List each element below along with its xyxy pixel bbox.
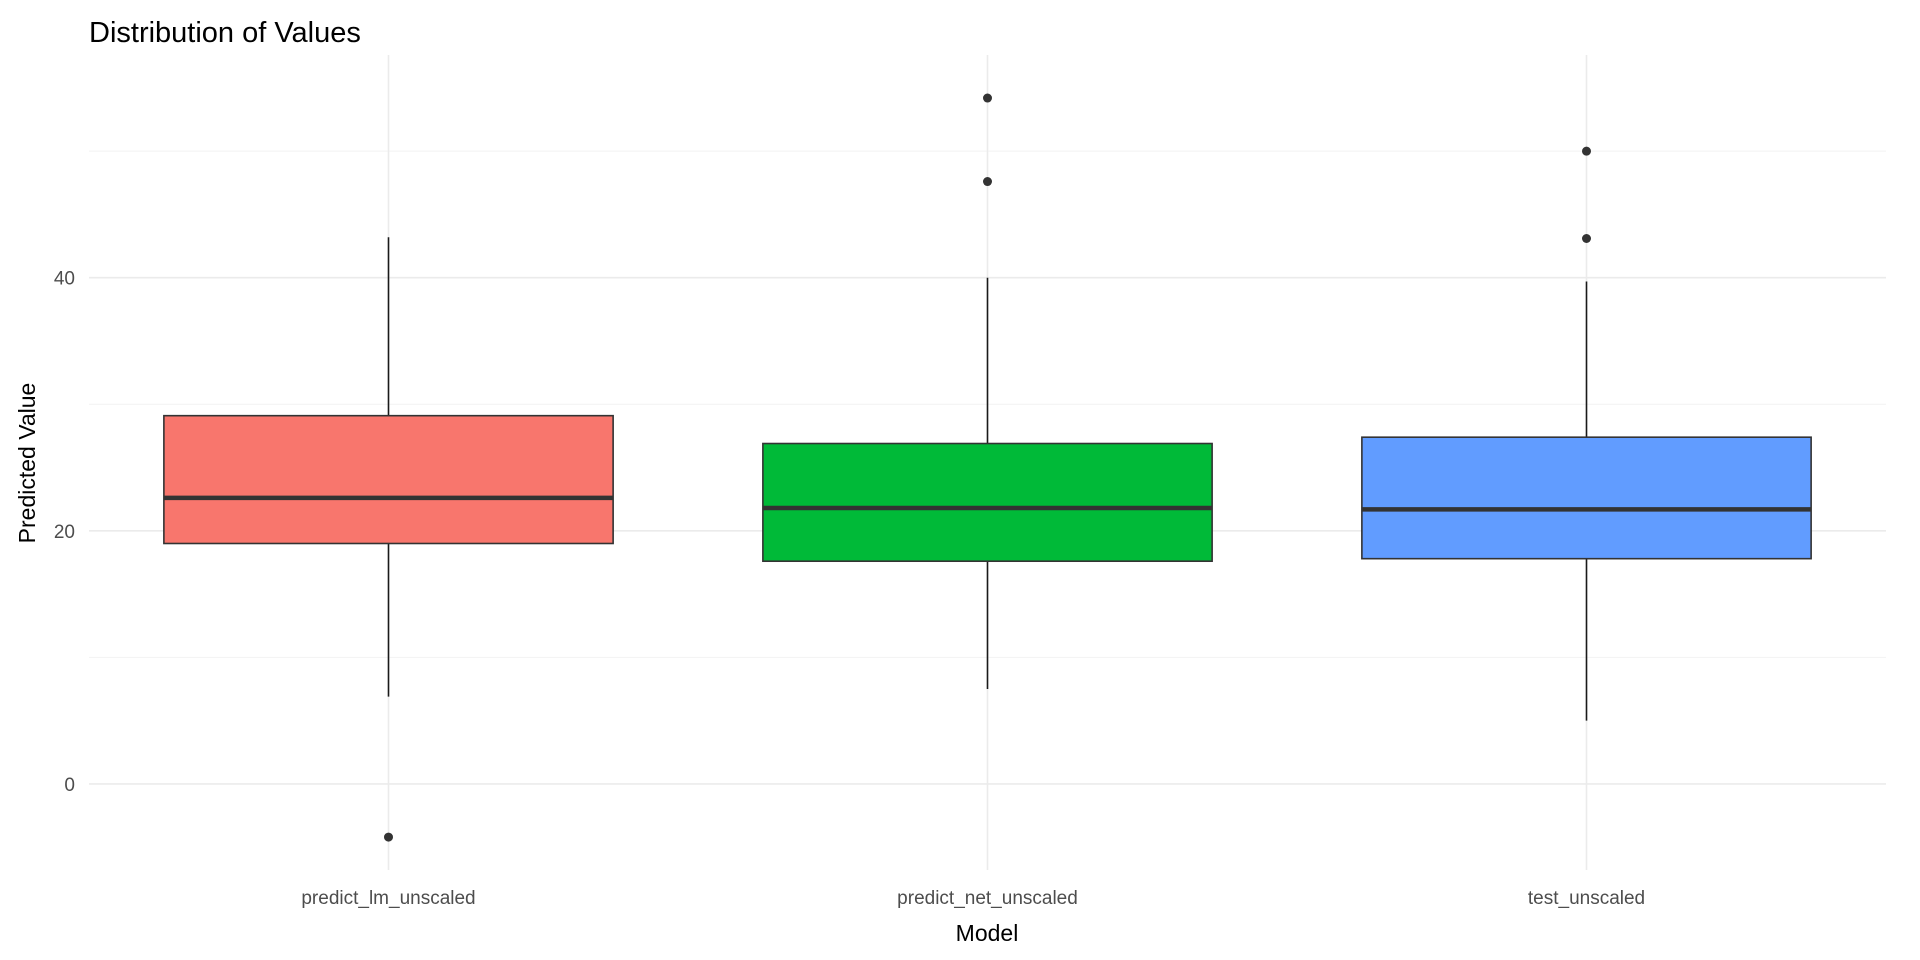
x-axis-ticks: predict_lm_unscaled predict_net_unscaled t… <box>301 888 1645 909</box>
x-tick-label: predict_lm_unscaled <box>301 888 475 909</box>
outlier-point <box>983 177 992 187</box>
outlier-point <box>983 93 992 103</box>
y-axis-ticks: 0 20 40 <box>54 269 75 796</box>
box-predict_net_unscaled <box>762 93 1213 690</box>
iqr-box <box>762 442 1213 563</box>
x-tick-label: predict_net_unscaled <box>897 888 1078 909</box>
y-tick-label: 20 <box>54 522 75 543</box>
iqr-box <box>163 414 614 545</box>
x-tick-label: test_unscaled <box>1528 888 1645 909</box>
x-axis-title: Model <box>956 920 1019 946</box>
y-tick-label: 40 <box>54 269 75 290</box>
outlier-point <box>1582 234 1591 244</box>
chart-title: Distribution of Values <box>89 17 361 49</box>
iqr-box <box>1361 436 1812 560</box>
outlier-point <box>1582 146 1591 156</box>
box-predict_lm_unscaled <box>163 237 614 842</box>
boxes <box>163 93 1812 842</box>
outlier-point <box>384 832 393 842</box>
box-test_unscaled <box>1361 146 1812 721</box>
y-tick-label: 0 <box>64 775 75 796</box>
y-axis-title: Predicted Value <box>14 383 40 544</box>
